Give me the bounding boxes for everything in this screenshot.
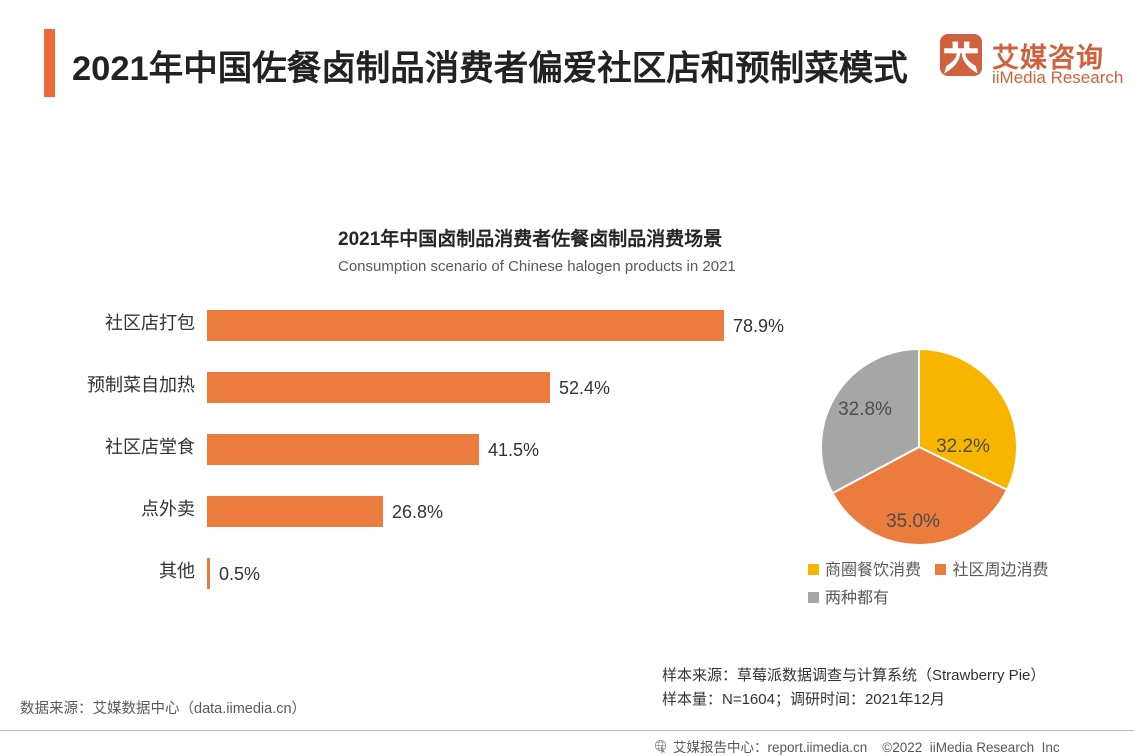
svg-text:32.8%: 32.8% bbox=[838, 399, 892, 420]
svg-text:32.2%: 32.2% bbox=[936, 436, 990, 457]
svg-text:35.0%: 35.0% bbox=[886, 511, 940, 532]
